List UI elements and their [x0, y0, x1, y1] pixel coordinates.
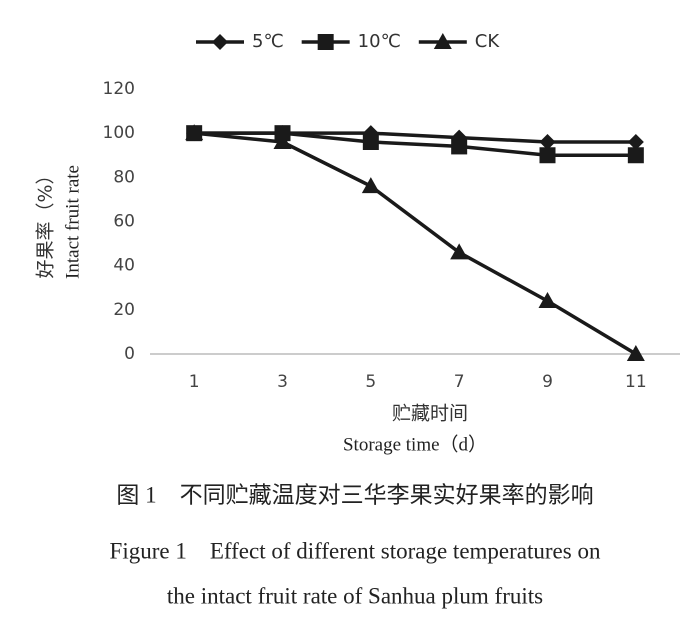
caption: the intact fruit rate of Sanhua plum fru…: [167, 583, 543, 608]
marker: [185, 124, 204, 141]
y-tick-label: 80: [113, 167, 135, 187]
marker: [317, 34, 334, 50]
marker: [627, 134, 644, 150]
marker: [538, 292, 557, 308]
x-tick-label: 11: [625, 372, 647, 392]
marker: [451, 138, 468, 155]
series-line: [194, 131, 636, 157]
marker: [450, 243, 469, 260]
x-axis-label: 贮藏时间: [392, 403, 468, 425]
x-tick-label: 5: [365, 372, 376, 392]
legend-label: 10℃: [358, 31, 401, 52]
x-tick-label: 7: [454, 372, 465, 392]
legend-label: CK: [475, 31, 501, 52]
marker: [539, 147, 556, 164]
y-tick-label: 0: [124, 344, 135, 364]
marker: [361, 177, 380, 194]
marker: [539, 134, 556, 150]
marker: [433, 33, 452, 49]
marker: [626, 345, 645, 361]
y-axis-label: 好果率（%）: [35, 165, 57, 278]
y-axis-label: Intact fruit rate: [62, 165, 83, 279]
y-tick-label: 100: [103, 123, 135, 143]
marker: [627, 147, 644, 164]
series-line: [193, 131, 637, 356]
marker: [212, 34, 228, 50]
caption: Figure 1 Effect of different storage tem…: [110, 538, 601, 563]
y-tick-label: 120: [103, 79, 135, 99]
caption: 图 1 不同贮藏温度对三华李果实好果率的影响: [116, 482, 593, 507]
x-tick-label: 9: [542, 372, 553, 392]
y-tick-label: 40: [113, 256, 135, 276]
y-tick-label: 60: [113, 212, 135, 232]
x-tick-label: 3: [277, 372, 288, 392]
marker: [362, 134, 379, 150]
y-tick-label: 20: [113, 300, 135, 320]
x-tick-label: 1: [189, 372, 200, 392]
legend-label: 5℃: [252, 31, 284, 52]
marker: [273, 133, 292, 149]
x-axis-label: Storage time（d）: [343, 433, 487, 455]
